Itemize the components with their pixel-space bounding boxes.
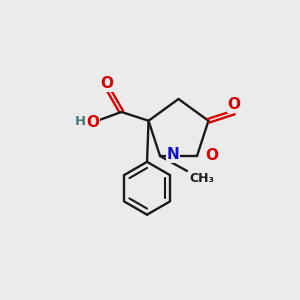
- Text: N: N: [167, 147, 180, 162]
- Text: O: O: [87, 115, 100, 130]
- Text: O: O: [228, 98, 241, 112]
- Text: O: O: [205, 148, 218, 164]
- Text: O: O: [101, 76, 114, 91]
- Text: CH₃: CH₃: [189, 172, 214, 185]
- Text: H: H: [74, 115, 86, 128]
